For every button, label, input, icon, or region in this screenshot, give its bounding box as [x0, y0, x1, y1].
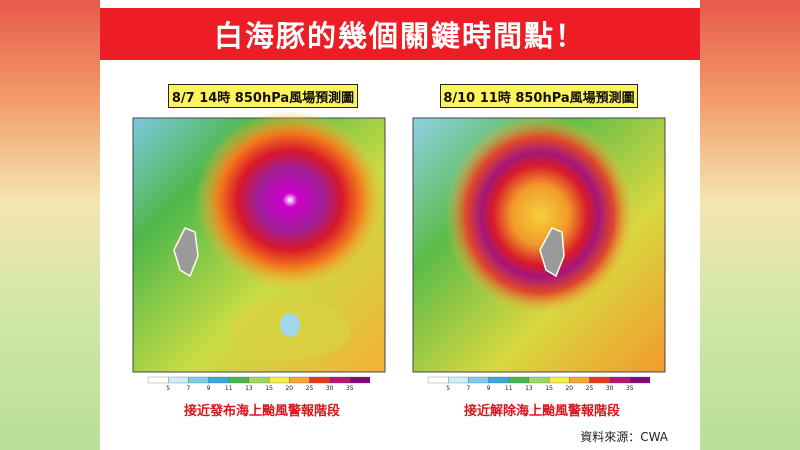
- colorbar-segment: [427, 376, 449, 384]
- colorbar-tick-label: 13: [525, 385, 533, 392]
- colorbar-tick-label: 35: [346, 385, 354, 392]
- colorbar-segment: [228, 376, 250, 384]
- colorbar-segment: [488, 376, 509, 384]
- colorbar-segment: [548, 376, 570, 384]
- colorbar-segment: [528, 376, 550, 384]
- colorbar-tick-label: 20: [285, 385, 293, 392]
- map: [132, 110, 386, 373]
- colorbar-tick-label: 13: [245, 385, 253, 392]
- colorbar-tick-label: 5: [446, 385, 450, 392]
- colorbar-tick-label: 9: [487, 385, 491, 392]
- colorbar-tick-label: 25: [306, 385, 314, 392]
- colorbar-segment: [508, 376, 530, 384]
- map-caption: 接近解除海上颱風警報階段: [463, 404, 620, 419]
- title-banner: 白海豚的幾個關鍵時間點！: [100, 8, 700, 60]
- colorbar-tick-label: 9: [207, 385, 211, 392]
- colorbar-tick-label: 5: [166, 385, 170, 392]
- colorbar-segment: [248, 376, 270, 384]
- colorbar-segment: [629, 376, 651, 384]
- colorbar-tick-label: 30: [326, 385, 334, 392]
- colorbar-segment: [268, 376, 290, 384]
- colorbar-segment: [147, 376, 169, 384]
- content-panel: 白海豚的幾個關鍵時間點！ 8/7 14時 850hPa風場預測圖 8/10 11…: [100, 0, 700, 450]
- colorbar-segment: [188, 376, 209, 384]
- colorbar-segment: [168, 376, 189, 384]
- colorbar-tick-label: 30: [606, 385, 614, 392]
- colorbar-segment: [589, 376, 610, 384]
- colorbar-segment: [448, 376, 469, 384]
- colorbar-tick-label: 25: [586, 385, 594, 392]
- colorbar-tick-label: 7: [186, 385, 190, 392]
- maps: 5 7 9 11 13 15 20 25 30 35 5 7 9 11 13 15 20 25 30 35: [132, 110, 666, 392]
- colorbar-segment: [329, 376, 350, 384]
- colorbar-segment: [349, 376, 371, 384]
- colorbar-tick-label: 11: [505, 385, 513, 392]
- colorbar-segment: [609, 376, 630, 384]
- colorbar-tick-label: 15: [265, 385, 273, 392]
- colorbar-segment: [289, 376, 310, 384]
- colorbar-tick-label: 11: [225, 385, 233, 392]
- map-caption: 接近發布海上颱風警報階段: [183, 404, 340, 419]
- map-label: 8/7 14時 850hPa風場預測圖: [168, 84, 358, 108]
- colorbar-segment: [208, 376, 229, 384]
- colorbar-tick-label: 20: [565, 385, 573, 392]
- colorbar-segment: [468, 376, 489, 384]
- colorbar-segment: [569, 376, 590, 384]
- source: 資料來源：CWA: [580, 430, 668, 444]
- colorbar-tick-label: 7: [466, 385, 470, 392]
- colorbar-segment: [309, 376, 330, 384]
- colorbar-tick-label: 35: [626, 385, 634, 392]
- colorbar-tick-label: 15: [545, 385, 553, 392]
- map: [412, 115, 666, 373]
- map-label: 8/10 11時 850hPa風場預測圖: [440, 84, 638, 108]
